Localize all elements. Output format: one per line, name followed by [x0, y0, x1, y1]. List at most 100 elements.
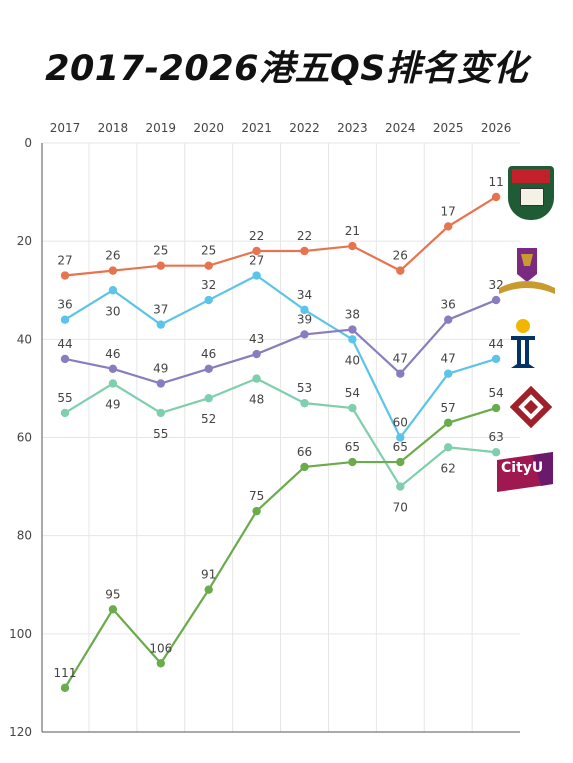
data-point [108, 379, 118, 388]
data-point [108, 364, 118, 373]
data-point [300, 398, 309, 408]
data-label: 49 [153, 362, 168, 376]
series [60, 192, 501, 693]
series-line [64, 406, 497, 689]
data-label: 65 [393, 440, 408, 454]
data-point [396, 369, 405, 378]
data-label: 21 [345, 224, 360, 238]
hkust-logo-icon [511, 319, 535, 368]
data-label: 54 [345, 386, 360, 400]
data-label: 57 [441, 401, 456, 415]
x-tick-label: 2023 [337, 121, 368, 135]
data-point [156, 408, 165, 418]
data-label: 27 [249, 254, 264, 268]
data-point [204, 295, 213, 305]
data-label: 36 [57, 298, 72, 312]
data-label: 47 [441, 352, 456, 366]
data-point [252, 374, 261, 383]
cityu-logo-text: CityU [501, 460, 544, 476]
y-tick-label: 120 [9, 725, 32, 739]
series-line [64, 196, 497, 277]
data-label: 38 [345, 308, 360, 322]
data-label: 91 [201, 568, 216, 582]
x-axis-ticks: 2017 2018 2019 2020 2021 2022 2023 2024 2025 2026 [50, 121, 512, 135]
data-point [444, 443, 453, 452]
data-label: 55 [57, 391, 72, 405]
data-point [491, 354, 501, 364]
x-tick-label: 2021 [241, 121, 272, 135]
series-line [64, 299, 497, 385]
data-label: 63 [488, 430, 503, 444]
polyu-logo-icon [510, 386, 552, 428]
x-tick-label: 2020 [193, 121, 224, 135]
x-tick-label: 2017 [50, 121, 81, 135]
data-label: 52 [201, 412, 216, 426]
data-label: 70 [393, 501, 408, 515]
x-tick-label: 2024 [385, 121, 416, 135]
data-label: 47 [393, 352, 408, 366]
data-point [396, 433, 405, 442]
data-point [252, 246, 261, 256]
data-label: 54 [488, 386, 503, 400]
data-point [348, 241, 357, 251]
data-label: 53 [297, 381, 312, 395]
data-label: 22 [297, 229, 312, 243]
data-label: 39 [297, 312, 312, 326]
data-label: 49 [105, 398, 120, 412]
data-point [348, 335, 357, 344]
data-point [300, 305, 309, 315]
data-point [156, 261, 165, 270]
data-point [204, 585, 213, 594]
data-label: 11 [488, 175, 503, 189]
series-line [64, 274, 497, 440]
data-point [252, 506, 261, 516]
data-label: 22 [249, 229, 264, 243]
data-point [108, 605, 118, 614]
hku-crest-icon [508, 166, 554, 220]
data-label: 46 [201, 347, 216, 361]
data-point [108, 286, 118, 295]
data-label: 26 [393, 249, 408, 263]
cuhk-phoenix-icon [499, 248, 555, 294]
data-point [300, 246, 309, 256]
data-point [204, 261, 213, 270]
x-tick-label: 2025 [433, 121, 464, 135]
data-label: 48 [249, 393, 264, 407]
data-point [204, 364, 213, 373]
cityu-logo-icon: CityU [497, 452, 553, 492]
data-label: 111 [54, 666, 77, 680]
data-point [444, 222, 453, 231]
x-tick-label: 2018 [98, 121, 129, 135]
data-point [396, 457, 405, 467]
data-point [60, 683, 70, 693]
data-point [444, 369, 453, 378]
data-point [348, 457, 357, 467]
y-tick-label: 0 [24, 136, 32, 150]
x-tick-label: 2026 [481, 121, 512, 135]
data-label: 62 [441, 461, 456, 475]
data-point [300, 462, 309, 472]
data-label: 37 [153, 303, 168, 317]
data-point [348, 403, 357, 413]
data-point [396, 482, 405, 491]
data-label: 25 [201, 244, 216, 258]
data-point [252, 349, 261, 359]
data-point [348, 325, 357, 334]
data-point [156, 320, 165, 329]
data-label: 43 [249, 332, 264, 346]
data-label: 55 [153, 427, 168, 441]
data-point [156, 659, 165, 668]
y-tick-label: 80 [17, 529, 32, 543]
data-label: 30 [105, 304, 120, 318]
data-label: 27 [57, 254, 72, 268]
data-point [300, 330, 309, 339]
data-label: 17 [441, 204, 456, 218]
data-point [156, 379, 165, 388]
data-point [60, 354, 70, 364]
x-tick-label: 2022 [289, 121, 320, 135]
data-labels: 27 26 25 25 22 22 21 26 17 11 36 30 37 32 27 34 40 60 47 44… [54, 175, 504, 680]
y-tick-label: 60 [17, 431, 32, 445]
data-point [60, 315, 70, 324]
data-point [491, 448, 501, 457]
